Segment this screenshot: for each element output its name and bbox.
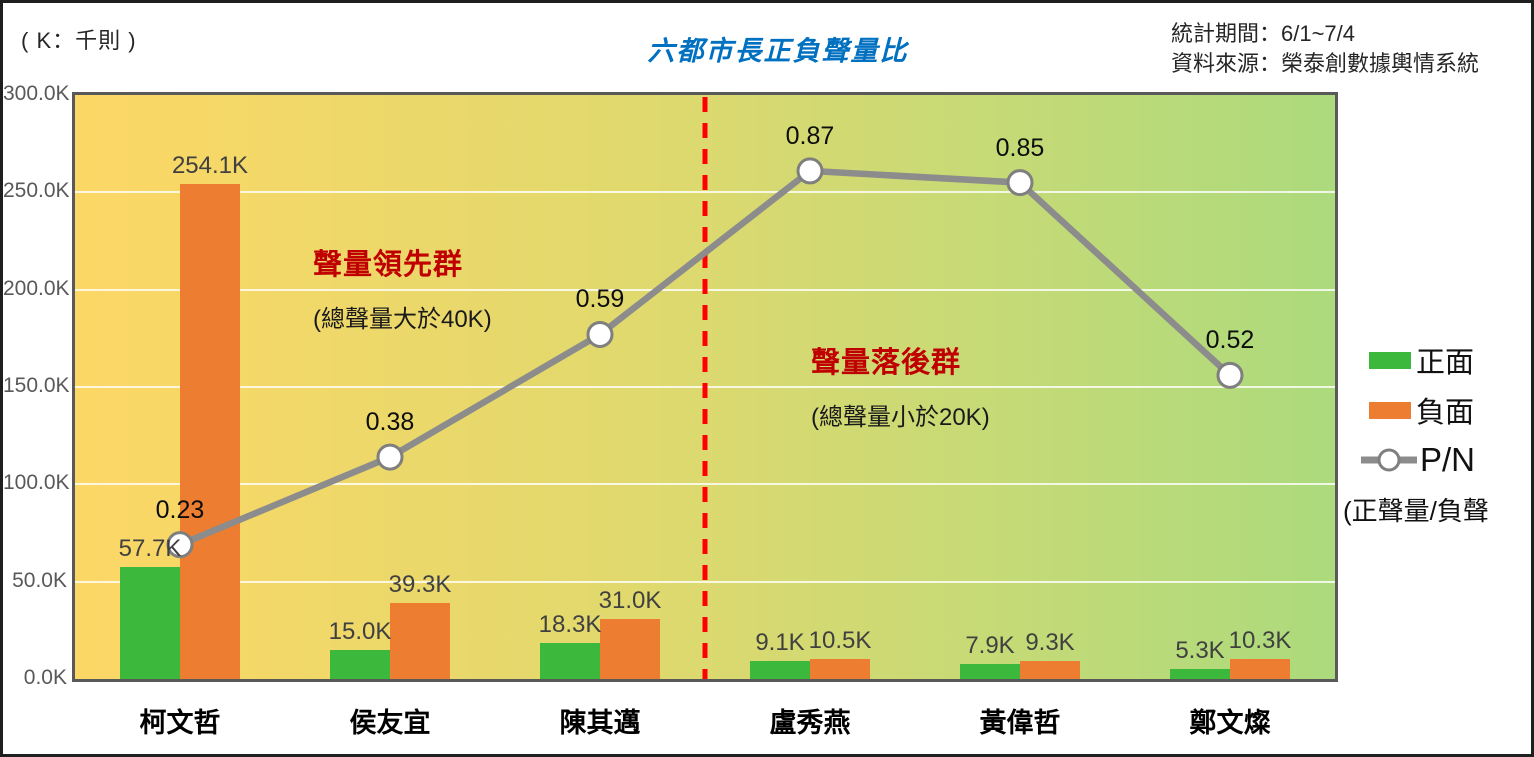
positive-bar (120, 566, 180, 679)
y-tick-label: 200.0K (3, 276, 70, 300)
y-tick-label: 300.0K (3, 82, 70, 105)
y-tick-label: 250.0K (3, 179, 70, 203)
negative-swatch-icon (1369, 401, 1411, 419)
gridline (75, 483, 1335, 486)
pn-value-label: 0.23 (155, 495, 205, 524)
positive-bar (540, 643, 600, 679)
positive-bar (750, 661, 810, 679)
negative-bar (1230, 658, 1290, 679)
pn-marker (1006, 169, 1034, 197)
pn-marker (586, 320, 614, 348)
positive-bar (330, 649, 390, 679)
legend-item-pn: P/N (1361, 441, 1475, 479)
y-tick-label: 50.0K (12, 568, 67, 592)
x-category-label: 侯友宜 (349, 708, 431, 738)
pn-value-label: 0.85 (995, 133, 1045, 162)
negative-bar (1020, 660, 1080, 679)
pn-value-label: 0.59 (575, 285, 625, 314)
negative-bar-value: 31.0K (598, 586, 662, 614)
annotation-trailing-subtitle: (總聲量小於20K) (811, 404, 990, 431)
pn-line (178, 167, 1233, 548)
annotation-trailing-title: 聲量落後群 (811, 347, 962, 379)
negative-bar-value: 9.3K (1025, 628, 1075, 656)
stat-period: 統計期間：6/1~7/4 (1171, 21, 1356, 46)
x-axis: 柯文哲 侯友宜 陳其邁 盧秀燕 黃偉哲 鄭文燦 (3, 701, 1531, 751)
pn-line-layer (166, 97, 1244, 679)
negative-bar-value: 10.5K (808, 626, 872, 654)
positive-bar-value: 5.3K (1175, 636, 1225, 664)
y-tick-label: 150.0K (3, 374, 70, 397)
pn-marker (376, 443, 404, 471)
negative-bar-value: 39.3K (388, 570, 452, 598)
x-category-label: 黃偉哲 (979, 708, 1061, 738)
legend-label-pn: P/N (1420, 441, 1476, 478)
y-tick-label: 0.0K (23, 666, 67, 689)
line-marker-icon (1361, 448, 1417, 472)
negative-bar-value: 10.3K (1228, 626, 1292, 654)
x-category-label: 盧秀燕 (769, 708, 851, 738)
positive-bar-value: 9.1K (755, 629, 805, 657)
annotation-leading-subtitle: (總聲量大於40K) (313, 306, 492, 333)
positive-bar-value: 7.9K (965, 631, 1015, 659)
negative-bar (600, 618, 660, 679)
positive-bar (1170, 668, 1230, 679)
annotation-leading-title: 聲量領先群 (313, 249, 464, 281)
pn-value-label: 0.38 (365, 408, 415, 437)
legend-label-negative: 負面 (1416, 397, 1475, 429)
x-category-label: 陳其邁 (559, 708, 641, 738)
legend-note: (正聲量/負聲 (1343, 496, 1489, 526)
chart-title: 六都市長正負聲量比 (647, 36, 909, 66)
negative-bar-value: 254.1K (171, 152, 249, 180)
x-category-label: 柯文哲 (139, 708, 221, 738)
annotation-trailing-group: 聲量落後群 (總聲量小於20K) (811, 339, 990, 432)
unit-note: ( K：千則 ) (21, 28, 137, 53)
pn-value-label: 0.52 (1205, 326, 1255, 355)
annotation-leading-group: 聲量領先群 (總聲量大於40K) (313, 241, 492, 334)
legend-item-negative: 負面 (1369, 389, 1474, 431)
plot-area: 57.7K 15.0K 18.3K 9.1K 7.9K 5.3K 254.1K 39.3K 31… (75, 95, 1335, 679)
negative-bar (180, 184, 240, 679)
gridline (75, 580, 1335, 583)
pn-marker (1216, 361, 1244, 389)
negative-bar (390, 602, 450, 679)
positive-bar-value: 57.7K (118, 534, 182, 562)
meta-info: 統計期間：6/1~7/4 資料來源：榮泰創數據輿情系統 (1171, 19, 1479, 79)
positive-bar-value: 18.3K (538, 611, 602, 639)
y-tick-label: 100.0K (3, 471, 70, 495)
positive-swatch-icon (1369, 351, 1411, 369)
negative-bar (810, 658, 870, 679)
data-source: 資料來源：榮泰創數據輿情系統 (1171, 51, 1480, 76)
pn-value-label: 0.87 (785, 121, 835, 150)
positive-bar (960, 663, 1020, 679)
pn-marker (796, 157, 824, 185)
gridline (75, 191, 1335, 194)
legend-item-positive: 正面 (1369, 339, 1474, 381)
x-category-label: 鄭文燦 (1189, 708, 1271, 738)
legend-label-positive: 正面 (1416, 347, 1475, 379)
positive-bar-value: 15.0K (328, 617, 392, 645)
y-axis: 0.0K 50.0K 100.0K 150.0K 200.0K 250.0K 300.0K (3, 3, 70, 754)
pn-marker (166, 531, 194, 559)
